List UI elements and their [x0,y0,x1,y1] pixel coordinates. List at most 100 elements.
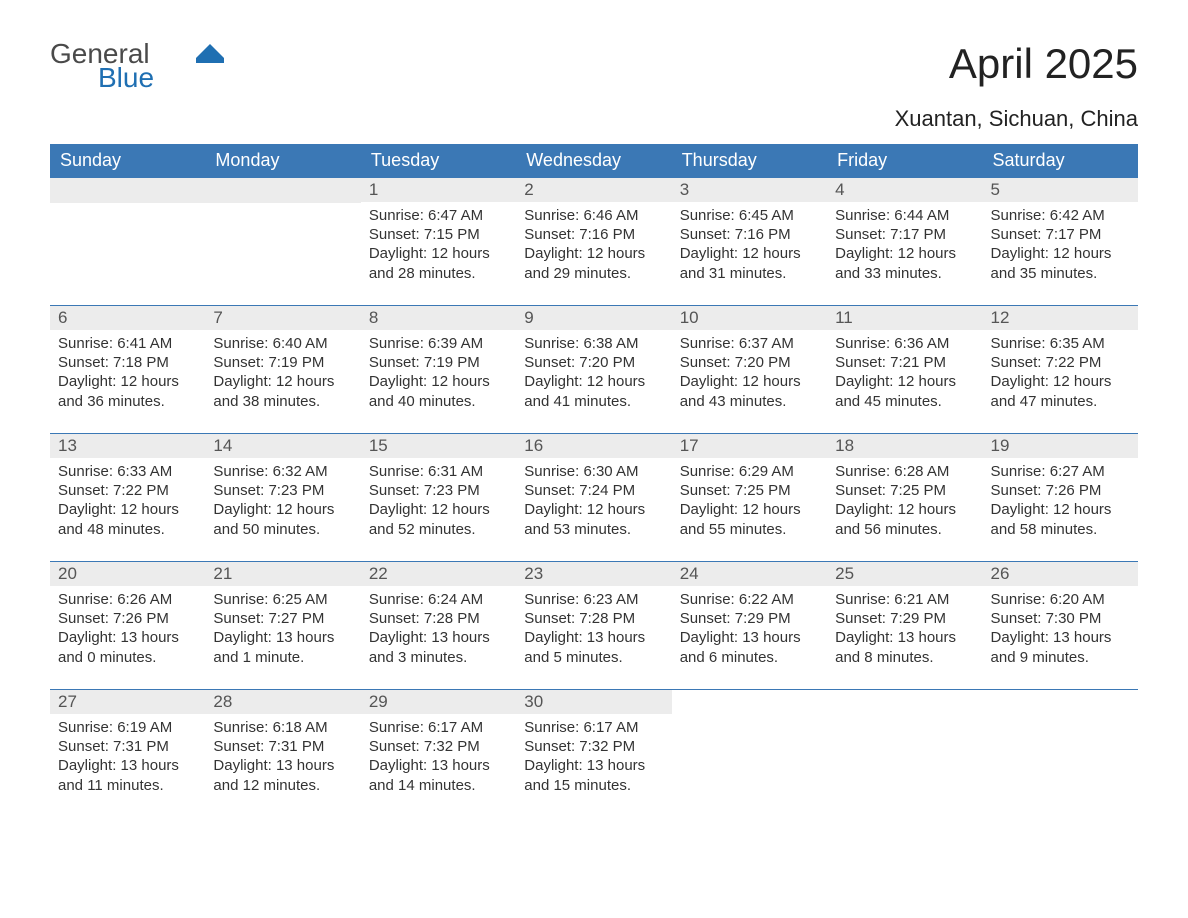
day-details: Sunrise: 6:46 AMSunset: 7:16 PMDaylight:… [516,202,671,289]
calendar-cell: 12Sunrise: 6:35 AMSunset: 7:22 PMDayligh… [983,306,1138,434]
day-details: Sunrise: 6:42 AMSunset: 7:17 PMDaylight:… [983,202,1138,289]
calendar-cell: 27Sunrise: 6:19 AMSunset: 7:31 PMDayligh… [50,690,205,818]
day-details: Sunrise: 6:38 AMSunset: 7:20 PMDaylight:… [516,330,671,417]
day-number: 29 [361,690,516,714]
title-block: April 2025 Xuantan, Sichuan, China [895,40,1138,132]
day-details: Sunrise: 6:21 AMSunset: 7:29 PMDaylight:… [827,586,982,673]
logo-line2: Blue [98,64,154,92]
empty-day [50,178,205,203]
day-details: Sunrise: 6:24 AMSunset: 7:28 PMDaylight:… [361,586,516,673]
calendar-body: 1Sunrise: 6:47 AMSunset: 7:15 PMDaylight… [50,178,1138,818]
calendar-cell: 20Sunrise: 6:26 AMSunset: 7:26 PMDayligh… [50,562,205,690]
day-details: Sunrise: 6:39 AMSunset: 7:19 PMDaylight:… [361,330,516,417]
day-number: 9 [516,306,671,330]
weekday-header-row: SundayMondayTuesdayWednesdayThursdayFrid… [50,144,1138,178]
day-number: 17 [672,434,827,458]
weekday-header: Monday [205,144,360,178]
calendar-cell: 7Sunrise: 6:40 AMSunset: 7:19 PMDaylight… [205,306,360,434]
day-number: 3 [672,178,827,202]
day-details: Sunrise: 6:18 AMSunset: 7:31 PMDaylight:… [205,714,360,801]
day-number: 7 [205,306,360,330]
logo: General Blue [50,40,80,92]
calendar-cell: 6Sunrise: 6:41 AMSunset: 7:18 PMDaylight… [50,306,205,434]
day-details: Sunrise: 6:19 AMSunset: 7:31 PMDaylight:… [50,714,205,801]
day-number: 12 [983,306,1138,330]
day-details: Sunrise: 6:44 AMSunset: 7:17 PMDaylight:… [827,202,982,289]
day-number: 2 [516,178,671,202]
calendar-cell: 19Sunrise: 6:27 AMSunset: 7:26 PMDayligh… [983,434,1138,562]
day-details: Sunrise: 6:27 AMSunset: 7:26 PMDaylight:… [983,458,1138,545]
calendar-cell [205,178,360,306]
day-details: Sunrise: 6:32 AMSunset: 7:23 PMDaylight:… [205,458,360,545]
calendar-cell: 4Sunrise: 6:44 AMSunset: 7:17 PMDaylight… [827,178,982,306]
calendar-cell: 25Sunrise: 6:21 AMSunset: 7:29 PMDayligh… [827,562,982,690]
weekday-header: Tuesday [361,144,516,178]
day-number: 23 [516,562,671,586]
empty-day [205,178,360,203]
calendar-cell: 18Sunrise: 6:28 AMSunset: 7:25 PMDayligh… [827,434,982,562]
calendar-table: SundayMondayTuesdayWednesdayThursdayFrid… [50,144,1138,818]
day-number: 18 [827,434,982,458]
day-number: 1 [361,178,516,202]
day-details: Sunrise: 6:37 AMSunset: 7:20 PMDaylight:… [672,330,827,417]
calendar-cell: 8Sunrise: 6:39 AMSunset: 7:19 PMDaylight… [361,306,516,434]
day-number: 15 [361,434,516,458]
calendar-row: 27Sunrise: 6:19 AMSunset: 7:31 PMDayligh… [50,690,1138,818]
day-details: Sunrise: 6:26 AMSunset: 7:26 PMDaylight:… [50,586,205,673]
day-number: 25 [827,562,982,586]
day-details: Sunrise: 6:35 AMSunset: 7:22 PMDaylight:… [983,330,1138,417]
day-number: 6 [50,306,205,330]
day-details: Sunrise: 6:31 AMSunset: 7:23 PMDaylight:… [361,458,516,545]
day-number: 26 [983,562,1138,586]
day-number: 28 [205,690,360,714]
day-number: 21 [205,562,360,586]
day-number: 27 [50,690,205,714]
calendar-row: 20Sunrise: 6:26 AMSunset: 7:26 PMDayligh… [50,562,1138,690]
flag-icon [196,42,230,68]
day-details: Sunrise: 6:30 AMSunset: 7:24 PMDaylight:… [516,458,671,545]
calendar-cell: 2Sunrise: 6:46 AMSunset: 7:16 PMDaylight… [516,178,671,306]
day-details: Sunrise: 6:36 AMSunset: 7:21 PMDaylight:… [827,330,982,417]
calendar-row: 13Sunrise: 6:33 AMSunset: 7:22 PMDayligh… [50,434,1138,562]
day-number: 20 [50,562,205,586]
day-number: 10 [672,306,827,330]
day-details: Sunrise: 6:17 AMSunset: 7:32 PMDaylight:… [516,714,671,801]
header: General Blue April 2025 Xuantan, Sichuan… [50,40,1138,132]
calendar-cell: 1Sunrise: 6:47 AMSunset: 7:15 PMDaylight… [361,178,516,306]
calendar-row: 1Sunrise: 6:47 AMSunset: 7:15 PMDaylight… [50,178,1138,306]
day-number: 14 [205,434,360,458]
day-number: 22 [361,562,516,586]
day-number: 8 [361,306,516,330]
day-details: Sunrise: 6:29 AMSunset: 7:25 PMDaylight:… [672,458,827,545]
weekday-header: Saturday [983,144,1138,178]
calendar-cell: 5Sunrise: 6:42 AMSunset: 7:17 PMDaylight… [983,178,1138,306]
calendar-cell: 14Sunrise: 6:32 AMSunset: 7:23 PMDayligh… [205,434,360,562]
day-details: Sunrise: 6:33 AMSunset: 7:22 PMDaylight:… [50,458,205,545]
calendar-cell: 30Sunrise: 6:17 AMSunset: 7:32 PMDayligh… [516,690,671,818]
day-number: 13 [50,434,205,458]
day-details: Sunrise: 6:40 AMSunset: 7:19 PMDaylight:… [205,330,360,417]
weekday-header: Sunday [50,144,205,178]
calendar-cell: 17Sunrise: 6:29 AMSunset: 7:25 PMDayligh… [672,434,827,562]
day-number: 16 [516,434,671,458]
calendar-cell: 11Sunrise: 6:36 AMSunset: 7:21 PMDayligh… [827,306,982,434]
page-title: April 2025 [895,40,1138,88]
calendar-cell: 3Sunrise: 6:45 AMSunset: 7:16 PMDaylight… [672,178,827,306]
calendar-cell: 13Sunrise: 6:33 AMSunset: 7:22 PMDayligh… [50,434,205,562]
calendar-cell [983,690,1138,818]
calendar-cell [672,690,827,818]
calendar-cell: 24Sunrise: 6:22 AMSunset: 7:29 PMDayligh… [672,562,827,690]
calendar-cell: 21Sunrise: 6:25 AMSunset: 7:27 PMDayligh… [205,562,360,690]
calendar-cell: 22Sunrise: 6:24 AMSunset: 7:28 PMDayligh… [361,562,516,690]
calendar-cell: 9Sunrise: 6:38 AMSunset: 7:20 PMDaylight… [516,306,671,434]
weekday-header: Friday [827,144,982,178]
day-number: 11 [827,306,982,330]
location: Xuantan, Sichuan, China [895,106,1138,132]
day-details: Sunrise: 6:45 AMSunset: 7:16 PMDaylight:… [672,202,827,289]
day-details: Sunrise: 6:47 AMSunset: 7:15 PMDaylight:… [361,202,516,289]
calendar-cell: 16Sunrise: 6:30 AMSunset: 7:24 PMDayligh… [516,434,671,562]
calendar-cell: 28Sunrise: 6:18 AMSunset: 7:31 PMDayligh… [205,690,360,818]
day-number: 19 [983,434,1138,458]
calendar-cell: 15Sunrise: 6:31 AMSunset: 7:23 PMDayligh… [361,434,516,562]
calendar-cell: 23Sunrise: 6:23 AMSunset: 7:28 PMDayligh… [516,562,671,690]
